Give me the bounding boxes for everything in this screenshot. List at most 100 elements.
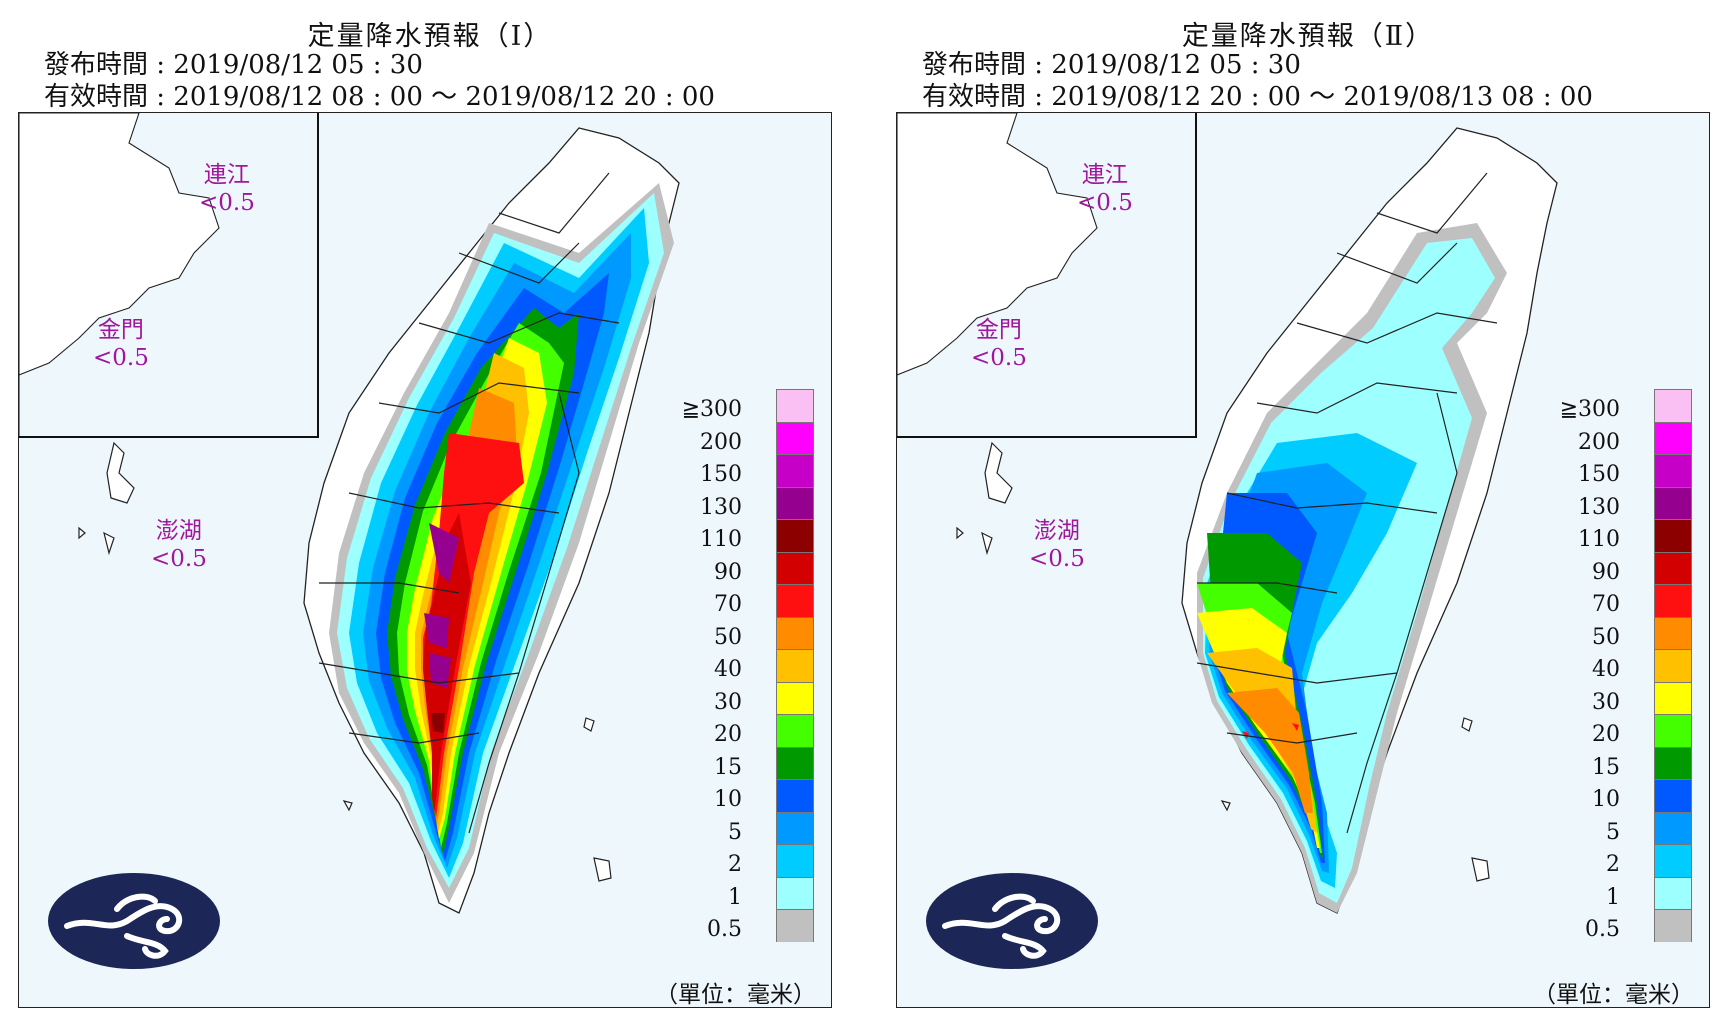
orchid-island <box>1471 857 1490 882</box>
legend-swatch <box>776 584 814 617</box>
forecast-panel-1: 定量降水預報（Ⅰ） 發布時間 : 2019/08/12 05 : 30 有效時間… <box>0 0 860 1020</box>
legend-swatch <box>1654 389 1692 422</box>
legend-swatch <box>776 714 814 747</box>
legend-swatch <box>1654 421 1692 454</box>
legend-label: 150 <box>700 462 742 487</box>
legend-swatch <box>776 779 814 812</box>
legend-swatch <box>776 421 814 454</box>
mainland-coast <box>19 113 220 438</box>
cwb-cloud-logo-icon <box>48 873 220 969</box>
legend-label: 5 <box>728 819 742 845</box>
legend-label: 2 <box>1606 852 1620 877</box>
legend-label: 150 <box>1578 462 1620 487</box>
legend-swatch <box>776 486 814 519</box>
offshore-islands-inset <box>897 113 1197 438</box>
taiwan-rainfall-map-1 <box>19 113 680 914</box>
penghu-islands <box>956 441 1013 556</box>
unit-label: （單位：毫米） <box>1533 982 1694 1008</box>
matsu-label: 連江 <0.5 <box>1077 162 1133 216</box>
legend-label: 110 <box>700 527 742 552</box>
legend-label: 40 <box>1592 657 1620 682</box>
forecast-panel-2: 定量降水預報（Ⅱ） 發布時間 : 2019/08/12 05 : 30 有效時間… <box>878 0 1723 1020</box>
legend-label: 40 <box>714 657 742 682</box>
issue-time: 發布時間 : 2019/08/12 05 : 30 <box>922 50 1301 80</box>
legend-swatch <box>776 649 814 682</box>
legend-label: 90 <box>1592 559 1620 585</box>
legend-label: 130 <box>700 494 742 520</box>
legend-swatch <box>1654 844 1692 877</box>
rainfall-map: 連江 <0.5 金門 <0.5 澎湖 <0.5 （單位：毫米） <box>18 112 832 1008</box>
legend-swatch <box>776 454 814 487</box>
legend-swatch <box>776 551 814 584</box>
legend-swatch <box>776 389 814 422</box>
penghu-islands <box>78 441 135 556</box>
legend-label: 15 <box>714 754 742 780</box>
valid-time: 有效時間 : 2019/08/12 20 : 00 ～ 2019/08/13 0… <box>922 82 1593 112</box>
legend-label: 70 <box>714 592 742 617</box>
kinmen-label: 金門 <0.5 <box>93 317 149 371</box>
legend-swatch <box>1654 876 1692 909</box>
legend-label: 30 <box>714 689 742 715</box>
legend-label: 20 <box>714 722 742 747</box>
offshore-islands-inset <box>19 113 319 438</box>
legend-label: ≧300 <box>681 397 742 422</box>
legend-swatch <box>1654 519 1692 552</box>
legend-label: 1 <box>1606 884 1620 910</box>
legend-label: 30 <box>1592 689 1620 715</box>
legend-swatch <box>776 681 814 714</box>
legend-label: 200 <box>1578 429 1620 455</box>
legend-swatch <box>776 844 814 877</box>
issue-time: 發布時間 : 2019/08/12 05 : 30 <box>44 50 423 80</box>
legend-swatch <box>1654 649 1692 682</box>
legend-label: 0.5 <box>1585 917 1620 942</box>
liuqiu-island <box>1220 800 1231 812</box>
unit-label: （單位：毫米） <box>655 982 816 1008</box>
penghu-label: 澎湖 <0.5 <box>1029 518 1085 572</box>
legend-label: 0.5 <box>707 917 742 942</box>
legend-label: 70 <box>1592 592 1620 617</box>
legend-swatch <box>776 811 814 844</box>
orchid-island <box>593 857 612 882</box>
legend-label: 2 <box>728 852 742 877</box>
legend-label: 5 <box>1606 819 1620 845</box>
matsu-label: 連江 <0.5 <box>199 162 255 216</box>
legend-label: 50 <box>1592 624 1620 650</box>
green-island <box>1461 717 1473 732</box>
legend-swatch <box>1654 486 1692 519</box>
panel-title: 定量降水預報（Ⅱ） <box>1181 21 1435 52</box>
legend-label: 50 <box>714 624 742 650</box>
legend-swatch <box>1654 779 1692 812</box>
legend-swatch <box>776 519 814 552</box>
legend-label: 20 <box>1592 722 1620 747</box>
rainfall-map: 連江 <0.5 金門 <0.5 澎湖 <0.5 （單位：毫米） <box>896 112 1710 1008</box>
mainland-coast <box>897 113 1098 438</box>
legend-swatch <box>776 616 814 649</box>
legend-label: 10 <box>714 787 742 812</box>
valid-time: 有效時間 : 2019/08/12 08 : 00 ～ 2019/08/12 2… <box>44 82 715 112</box>
legend-swatch <box>1654 811 1692 844</box>
legend-label: 130 <box>1578 494 1620 520</box>
rainfall-legend: ≧300 200 150 130 110 90 70 50 40 30 20 15 10 5 2 1 0.5 <box>1560 389 1692 942</box>
penghu-label: 澎湖 <0.5 <box>151 518 207 572</box>
legend-label: 110 <box>1578 527 1620 552</box>
legend-label: ≧300 <box>1559 397 1620 422</box>
legend-swatch <box>776 746 814 779</box>
kinmen-label: 金門 <0.5 <box>971 317 1027 371</box>
taiwan-rainfall-map-2 <box>897 113 1558 914</box>
legend-swatch <box>1654 681 1692 714</box>
legend-swatch <box>1654 551 1692 584</box>
legend-swatch <box>1654 746 1692 779</box>
legend-label: 90 <box>714 559 742 585</box>
legend-swatch <box>1654 584 1692 617</box>
legend-label: 1 <box>728 884 742 910</box>
legend-label: 15 <box>1592 754 1620 780</box>
panel-title: 定量降水預報（Ⅰ） <box>307 21 553 52</box>
legend-swatch <box>776 909 814 942</box>
rainfall-legend: ≧300 200 150 130 110 90 70 50 40 30 20 15 10 5 2 1 0.5 <box>682 389 814 942</box>
legend-swatch <box>1654 714 1692 747</box>
legend-label: 200 <box>700 429 742 455</box>
legend-swatch <box>1654 454 1692 487</box>
cwb-cloud-logo-icon <box>926 873 1098 969</box>
legend-label: 10 <box>1592 787 1620 812</box>
liuqiu-island <box>342 800 353 812</box>
